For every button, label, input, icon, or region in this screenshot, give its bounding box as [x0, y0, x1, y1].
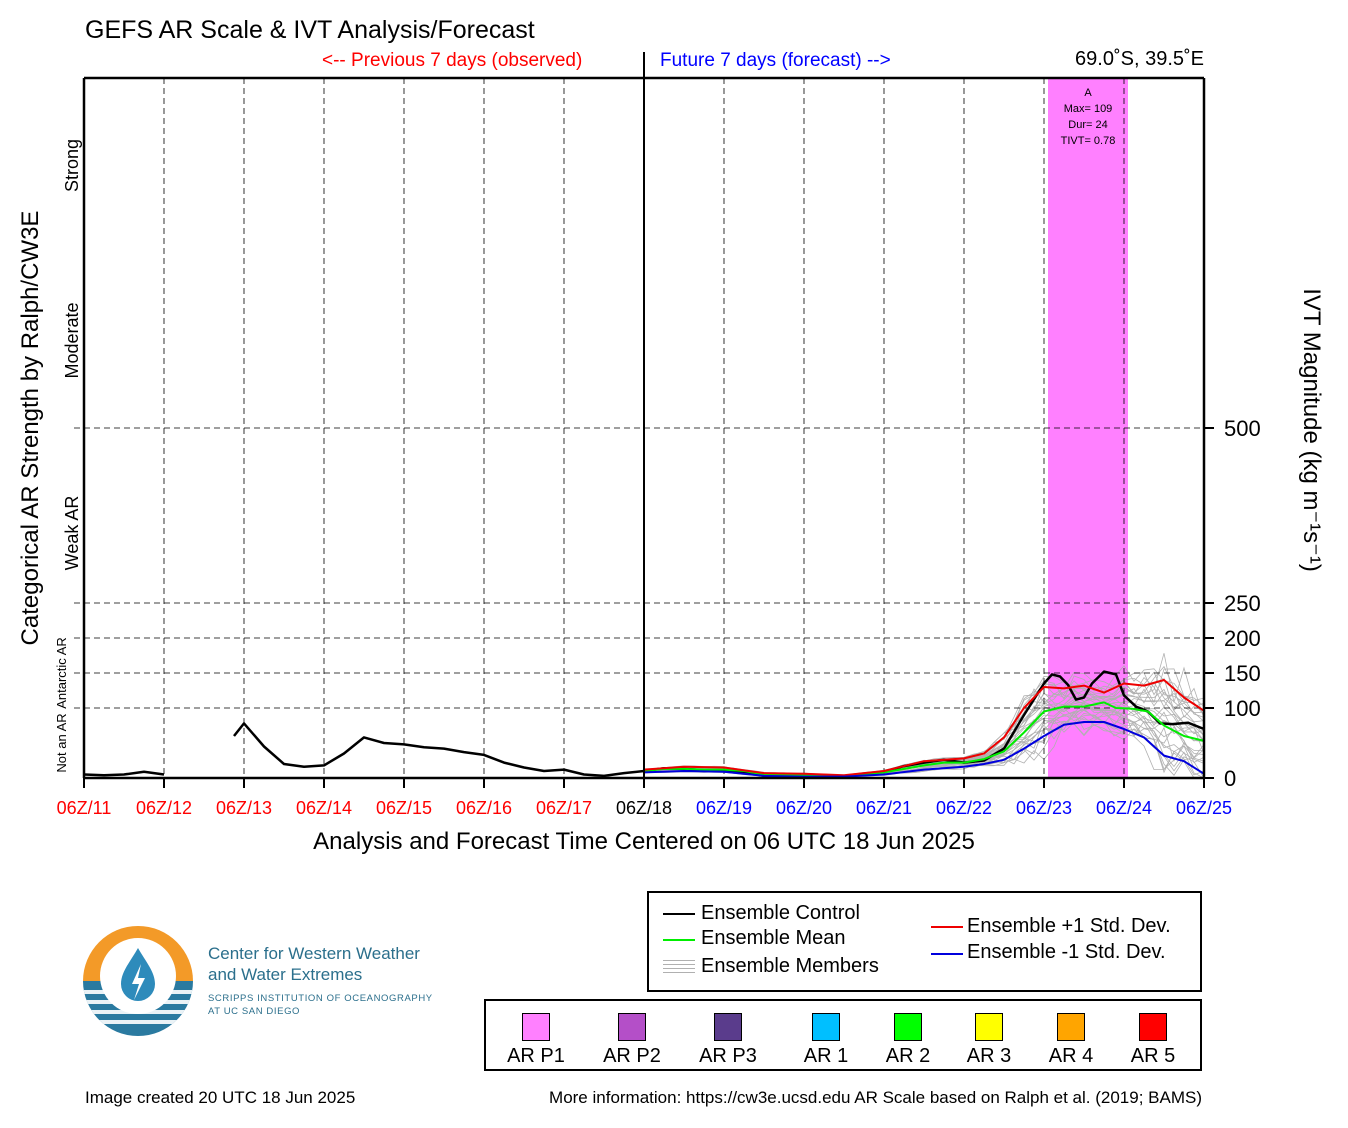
legend-plus-std-label: Ensemble +1 Std. Dev. — [967, 915, 1171, 937]
series-line-minus_std — [643, 721, 1205, 778]
chart-axes — [82, 52, 1214, 788]
scale-item-ar-p1: AR P1 — [496, 1013, 576, 1068]
category-label: Weak AR — [62, 496, 82, 571]
x-tick-label: 06Z/12 — [136, 798, 192, 818]
chart-labels: 06Z/11 06Z/12 06Z/13 06Z/14 06Z/15 06Z/16 06Z/… — [54, 139, 1261, 818]
series-line-control — [83, 770, 165, 777]
category-label: Not an AR — [54, 713, 69, 772]
scale-label: AR 5 — [1130, 1045, 1176, 1067]
scale-swatch — [812, 1013, 840, 1041]
scale-item-ar-3: AR 3 — [949, 1013, 1029, 1068]
legend-minus-std-swatch — [931, 953, 963, 955]
x-tick-label: 06Z/22 — [936, 798, 992, 818]
chart-title: GEFS AR Scale & IVT Analysis/Forecast — [85, 16, 535, 44]
scale-item-ar-4: AR 4 — [1031, 1013, 1111, 1068]
x-tick-label: 06Z/25 — [1176, 798, 1232, 818]
legend-plus-std-swatch — [931, 926, 963, 928]
y-tick-label: 0 — [1224, 766, 1236, 791]
x-axis-title: Analysis and Forecast Time Centered on 0… — [313, 828, 975, 855]
right-axis-title: IVT Magnitude (kg m⁻¹s⁻¹) — [1298, 288, 1325, 572]
y-tick-label: 200 — [1224, 626, 1261, 651]
series-line-control — [233, 722, 645, 778]
x-tick-label: 06Z/23 — [1016, 798, 1072, 818]
logo-name-line1: Center for Western Weather — [208, 944, 420, 963]
more-info-note: More information: https://cw3e.ucsd.edu … — [549, 1088, 1202, 1107]
x-tick-label: 06Z/15 — [376, 798, 432, 818]
scale-item-ar-1: AR 1 — [786, 1013, 866, 1068]
scale-item-ar-5: AR 5 — [1113, 1013, 1193, 1068]
legend-control-label: Ensemble Control — [701, 902, 860, 924]
legend-mean-swatch — [663, 939, 695, 941]
x-tick-label: 06Z/20 — [776, 798, 832, 818]
scale-label: AR P1 — [507, 1045, 565, 1067]
logo-subtitle-line2: AT UC SAN DIEGO — [208, 1006, 301, 1017]
x-tick-label: 06Z/24 — [1096, 798, 1152, 818]
scale-label: AR P3 — [699, 1045, 757, 1067]
ar-event-tivt: TIVT= 0.78 — [1061, 135, 1116, 147]
cw3e-logo — [83, 926, 193, 1036]
left-axis-title: Categorical AR Strength by Ralph/CW3E — [17, 211, 44, 646]
y-tick-label: 500 — [1224, 416, 1261, 441]
ar-event-duration: Dur= 24 — [1068, 119, 1107, 131]
line-legend: Ensemble Control Ensemble Mean Ensemble … — [647, 891, 1202, 992]
legend-members-swatch — [663, 960, 695, 974]
scale-swatch — [714, 1013, 742, 1041]
x-tick-label: 06Z/16 — [456, 798, 512, 818]
location-label: 69.0˚S, 39.5˚E — [1075, 48, 1204, 70]
scale-label: AR 3 — [966, 1045, 1012, 1067]
image-created-note: Image created 20 UTC 18 Jun 2025 — [85, 1088, 356, 1107]
scale-swatch — [1139, 1013, 1167, 1041]
chart-lines — [83, 670, 1205, 778]
category-label: Moderate — [62, 302, 82, 378]
scale-label: AR P2 — [603, 1045, 661, 1067]
future-days-label: Future 7 days (forecast) --> — [660, 50, 891, 71]
x-tick-label: 06Z/13 — [216, 798, 272, 818]
x-tick-label: 06Z/19 — [696, 798, 752, 818]
ivt-chart: 06Z/11 06Z/12 06Z/13 06Z/14 06Z/15 06Z/16 06Z/… — [17, 52, 1325, 818]
ar-scale-legend: AR P1 AR P2 AR P3 AR 1 AR 2 AR 3 AR 4 AR… — [484, 999, 1202, 1071]
scale-item-ar-p2: AR P2 — [592, 1013, 672, 1068]
x-tick-label: 06Z/14 — [296, 798, 352, 818]
x-tick-label: 06Z/11 — [57, 798, 112, 818]
ar-event-label: A — [1084, 87, 1092, 99]
category-label: Antarctic AR — [54, 637, 69, 709]
x-tick-label: 06Z/21 — [856, 798, 912, 818]
logo-name-line2: and Water Extremes — [208, 965, 363, 984]
scale-item-ar-p3: AR P3 — [688, 1013, 768, 1068]
legend-members-label: Ensemble Members — [701, 955, 879, 977]
scale-label: AR 4 — [1048, 1045, 1094, 1067]
scale-swatch — [522, 1013, 550, 1041]
scale-swatch — [975, 1013, 1003, 1041]
logo-subtitle-line1: SCRIPPS INSTITUTION OF OCEANOGRAPHY — [208, 993, 433, 1004]
scale-label: AR 2 — [885, 1045, 931, 1067]
x-tick-label: 06Z/17 — [536, 798, 592, 818]
legend-minus-std-label: Ensemble -1 Std. Dev. — [967, 941, 1166, 963]
ar-event-max: Max= 109 — [1064, 103, 1113, 115]
scale-swatch — [894, 1013, 922, 1041]
scale-label: AR 1 — [803, 1045, 849, 1067]
scale-swatch — [1057, 1013, 1085, 1041]
scale-item-ar-2: AR 2 — [868, 1013, 948, 1068]
chart-grid — [74, 78, 1204, 778]
category-label: Strong — [62, 139, 82, 192]
series-line-plus_std — [643, 679, 1205, 777]
y-tick-label: 250 — [1224, 591, 1261, 616]
previous-days-label: <-- Previous 7 days (observed) — [322, 50, 583, 71]
legend-mean-label: Ensemble Mean — [701, 927, 846, 949]
scale-swatch — [618, 1013, 646, 1041]
y-tick-label: 100 — [1224, 696, 1261, 721]
y-tick-label: 150 — [1224, 661, 1261, 686]
x-tick-label: 06Z/18 — [616, 798, 672, 818]
legend-control-swatch — [663, 913, 695, 915]
